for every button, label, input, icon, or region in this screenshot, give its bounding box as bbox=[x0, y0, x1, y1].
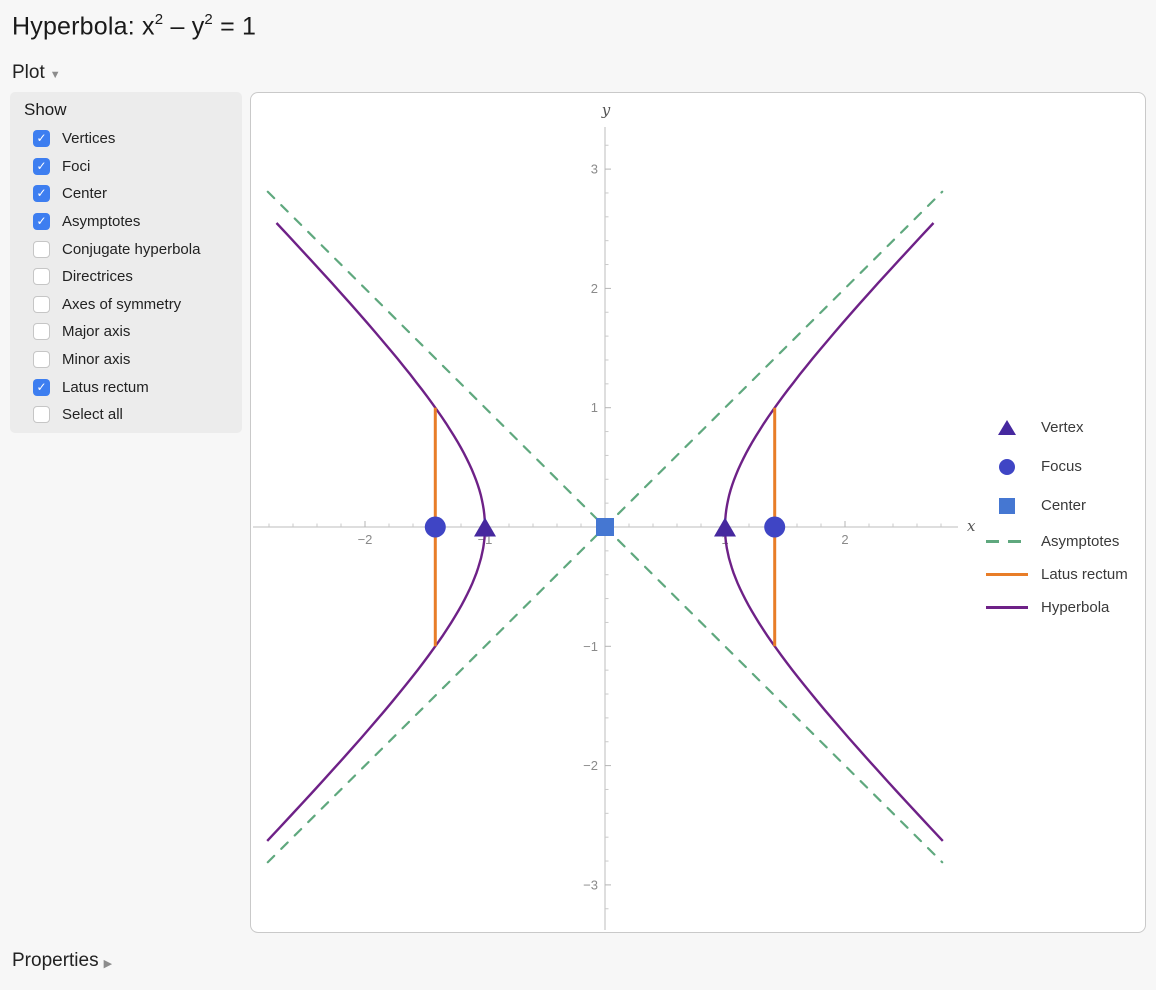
y-tick-label-2: 2 bbox=[591, 281, 598, 296]
x-axis-label: x bbox=[967, 517, 976, 535]
checkbox-label: Major axis bbox=[62, 323, 131, 341]
solid-line-icon bbox=[985, 606, 1029, 609]
checkbox-directrices[interactable] bbox=[33, 268, 50, 286]
plot-section-label: Plot bbox=[12, 62, 45, 83]
checkbox-latus-rectum[interactable]: ✓ bbox=[33, 378, 50, 396]
y-axis-label: y bbox=[601, 101, 611, 119]
legend-label: Center bbox=[1041, 497, 1087, 514]
properties-section-label: Properties bbox=[12, 950, 99, 971]
checkbox-minor-axis[interactable] bbox=[33, 351, 50, 369]
check-icon: ✓ bbox=[36, 131, 47, 146]
y-tick-label--1: −1 bbox=[583, 639, 598, 654]
checkbox-row-vertices: ✓ Vertices bbox=[10, 125, 242, 153]
checkbox-label: Asymptotes bbox=[62, 213, 141, 231]
checkbox-foci[interactable]: ✓ bbox=[33, 157, 50, 175]
legend-item-focus: Focus bbox=[985, 447, 1128, 486]
checkbox-label: Foci bbox=[62, 157, 91, 175]
legend-label: Latus rectum bbox=[1041, 566, 1128, 583]
hyperbola-curve-right bbox=[723, 222, 944, 842]
legend-label: Focus bbox=[1041, 458, 1082, 475]
checkbox-label: Latus rectum bbox=[62, 378, 149, 396]
vertex-marker-left bbox=[474, 517, 496, 537]
checkbox-row-foci: ✓ Foci bbox=[10, 153, 242, 181]
checkbox-list: ✓ Vertices ✓ Foci ✓ Center ✓ Asymptotes Conjugat… bbox=[10, 125, 242, 429]
legend-label: Asymptotes bbox=[1041, 533, 1120, 550]
checkbox-vertices[interactable]: ✓ bbox=[33, 130, 50, 148]
checkbox-label: Center bbox=[62, 185, 108, 203]
square-icon bbox=[985, 497, 1029, 514]
vertex-marker-right bbox=[714, 517, 736, 537]
checkbox-label: Vertices bbox=[62, 130, 116, 148]
y-tick-label--3: −3 bbox=[583, 877, 598, 892]
check-icon: ✓ bbox=[36, 379, 47, 394]
y-tick-label--2: −2 bbox=[583, 758, 598, 773]
checkbox-select-all[interactable] bbox=[33, 406, 50, 424]
center-marker bbox=[596, 518, 614, 536]
chevron-down-icon: ▼ bbox=[49, 69, 61, 81]
page-title: Hyperbola: x2 – y2 = 1 bbox=[12, 11, 257, 41]
chevron-right-icon: ▶ bbox=[103, 957, 113, 970]
section-toggle-plot[interactable]: Plot ▼ bbox=[12, 62, 61, 84]
legend-item-center: Center bbox=[985, 486, 1128, 525]
checkbox-conjugate-hyperbola[interactable] bbox=[33, 240, 50, 258]
checkbox-row-conjugate-hyperbola: Conjugate hyperbola bbox=[10, 235, 242, 263]
y-tick-label-3: 3 bbox=[591, 162, 598, 177]
checkbox-row-select-all: Select all bbox=[10, 401, 242, 429]
x-tick-label--2: −2 bbox=[358, 532, 373, 547]
legend-label: Vertex bbox=[1041, 419, 1084, 436]
check-icon: ✓ bbox=[36, 214, 47, 229]
check-icon: ✓ bbox=[36, 158, 47, 173]
show-panel-heading: Show bbox=[24, 100, 67, 119]
focus-marker-right bbox=[764, 516, 786, 538]
circle-icon bbox=[985, 458, 1029, 475]
focus-marker-left bbox=[424, 516, 446, 538]
checkbox-center[interactable]: ✓ bbox=[33, 185, 50, 203]
checkbox-row-minor-axis: Minor axis bbox=[10, 346, 242, 374]
checkbox-label: Minor axis bbox=[62, 351, 131, 369]
triangle-icon bbox=[985, 420, 1029, 435]
plot-legend: Vertex Focus Center Asymptotes Latus rectum H… bbox=[985, 408, 1128, 624]
checkbox-label: Axes of symmetry bbox=[62, 295, 182, 313]
show-options-panel: Show ✓ Vertices ✓ Foci ✓ Center ✓ Asymptotes Con… bbox=[10, 92, 242, 433]
checkbox-label: Select all bbox=[62, 406, 123, 424]
legend-item-asymptotes: Asymptotes bbox=[985, 525, 1128, 558]
checkbox-row-latus-rectum: ✓ Latus rectum bbox=[10, 373, 242, 401]
y-tick-label-1: 1 bbox=[591, 400, 598, 415]
checkbox-label: Directrices bbox=[62, 268, 133, 286]
checkbox-asymptotes[interactable]: ✓ bbox=[33, 213, 50, 231]
solid-line-icon bbox=[985, 573, 1029, 576]
checkbox-row-axes-of-symmetry: Axes of symmetry bbox=[10, 291, 242, 319]
x-tick-label-2: 2 bbox=[841, 532, 848, 547]
hyperbola-curve-left bbox=[266, 222, 487, 842]
legend-item-hyperbola: Hyperbola bbox=[985, 591, 1128, 624]
section-toggle-properties[interactable]: Properties ▶ bbox=[12, 950, 112, 972]
dashed-line-icon bbox=[985, 540, 1029, 543]
plot-area: −2 −1 1 2 −3 −2 −1 1 2 3 x y Vertex Focus Center Asymp… bbox=[250, 92, 1146, 933]
checkbox-row-major-axis: Major axis bbox=[10, 318, 242, 346]
checkbox-row-asymptotes: ✓ Asymptotes bbox=[10, 208, 242, 236]
checkbox-label: Conjugate hyperbola bbox=[62, 240, 201, 258]
checkbox-major-axis[interactable] bbox=[33, 323, 50, 341]
legend-item-latus-rectum: Latus rectum bbox=[985, 558, 1128, 591]
legend-item-vertex: Vertex bbox=[985, 408, 1128, 447]
check-icon: ✓ bbox=[36, 186, 47, 201]
checkbox-axes-of-symmetry[interactable] bbox=[33, 295, 50, 313]
checkbox-row-directrices: Directrices bbox=[10, 263, 242, 291]
checkbox-row-center: ✓ Center bbox=[10, 180, 242, 208]
legend-label: Hyperbola bbox=[1041, 599, 1110, 616]
